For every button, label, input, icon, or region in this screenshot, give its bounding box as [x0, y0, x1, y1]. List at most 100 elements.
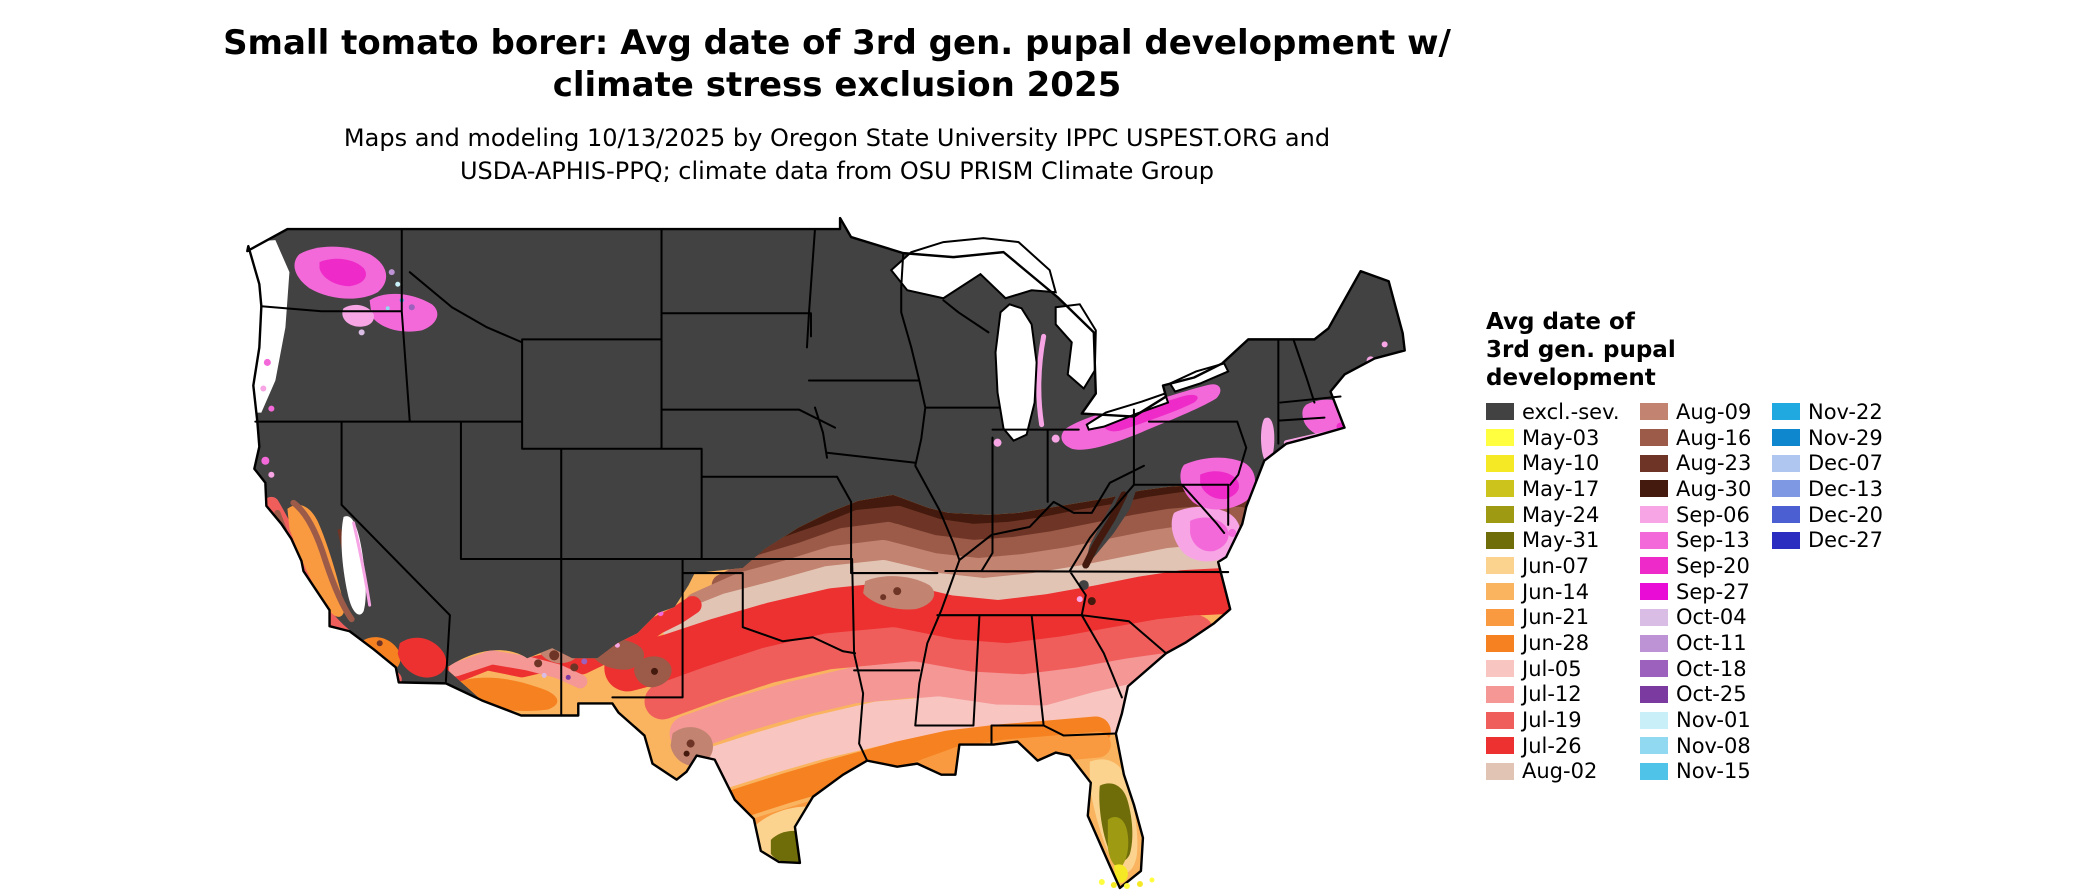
legend-label: excl.-sev. [1522, 399, 1620, 424]
legend-label: Jul-12 [1522, 682, 1582, 707]
legend-item: excl.-sev. [1486, 399, 1620, 425]
legend-label: Aug-02 [1522, 759, 1598, 784]
wa-oct-speck [388, 269, 395, 276]
legend-swatch [1772, 531, 1800, 549]
legend-swatch [1640, 685, 1668, 703]
legend-item: Dec-27 [1772, 527, 1883, 553]
wa-oct-speck [358, 329, 365, 336]
map-subtitle: Maps and modeling 10/13/2025 by Oregon S… [0, 122, 1674, 188]
legend-item: Oct-04 [1640, 605, 1751, 631]
map-title: Small tomato borer: Avg date of 3rd gen.… [0, 22, 1674, 106]
legend-swatch [1640, 583, 1668, 601]
nm-aug23-speck [570, 663, 579, 672]
or-sep-speck [268, 405, 275, 412]
sw-oct-speck [541, 672, 547, 678]
legend-label: Aug-16 [1676, 425, 1752, 450]
sierra-nodata [341, 516, 366, 615]
ca-valley-jun21-blob [287, 504, 345, 617]
great-lakes [889, 237, 1230, 442]
legend-item: Dec-20 [1772, 502, 1883, 528]
legend-swatch [1486, 429, 1514, 447]
nca-sep-speck [258, 485, 265, 492]
legend-label: May-10 [1522, 451, 1600, 476]
legend-swatch [1486, 403, 1514, 421]
legend-item: May-10 [1486, 450, 1620, 476]
legend-item: Dec-13 [1772, 476, 1883, 502]
band-jul-12 [669, 652, 1191, 752]
legend-title: Avg date of 3rd gen. pupal development [1486, 308, 1676, 392]
legend-swatch [1640, 480, 1668, 498]
nca-sep-speck [261, 456, 270, 465]
legend-label: Nov-15 [1676, 759, 1751, 784]
sw-oct-speck [581, 658, 588, 665]
legend-swatch [1640, 531, 1668, 549]
maine-sep-speck [1381, 341, 1388, 348]
legend-label: Nov-08 [1676, 733, 1751, 758]
socal-aug23-speck [376, 640, 383, 647]
sw-oct-speck [565, 674, 571, 680]
legend-swatch [1772, 429, 1800, 447]
legend-swatch [1486, 531, 1514, 549]
legend-swatch [1640, 660, 1668, 678]
legend-label: Sep-27 [1676, 579, 1750, 604]
legend-swatch [1640, 762, 1668, 780]
band-aug-02 [662, 543, 1228, 644]
legend-item: Nov-08 [1640, 733, 1751, 759]
legend-label: Sep-06 [1676, 502, 1750, 527]
legend-item: Jun-28 [1486, 630, 1620, 656]
wtx-aug30-speck [683, 750, 690, 757]
wtx-aug23-speck [686, 739, 695, 748]
legend-item: Nov-29 [1772, 425, 1883, 451]
appalachian-aug30-fringe [1082, 491, 1128, 569]
us-outline [246, 216, 1406, 890]
legend-swatch [1486, 762, 1514, 780]
us-map [246, 216, 1406, 890]
fl-may24-blob [1107, 817, 1129, 867]
legend-label: Jun-28 [1522, 631, 1590, 656]
band-jul-26 [604, 568, 1246, 692]
legend-swatch [1640, 429, 1668, 447]
legend-item: May-31 [1486, 527, 1620, 553]
keys-speck [1110, 881, 1117, 888]
sierra-sep06-fringe [352, 521, 372, 607]
legend-swatch [1772, 403, 1800, 421]
ca-foothill-aug16-ring [290, 499, 355, 623]
lake-superior [889, 237, 1058, 300]
legend-swatch [1640, 737, 1668, 755]
legend-item: Aug-23 [1640, 450, 1751, 476]
legend-label: Nov-01 [1676, 708, 1751, 733]
socal-aug16-speck [366, 654, 373, 661]
legend-label: May-31 [1522, 528, 1600, 553]
state-borders [254, 228, 1342, 762]
legend-swatch [1486, 583, 1514, 601]
legend-item: Nov-15 [1640, 759, 1751, 785]
legend-item: Nov-01 [1640, 707, 1751, 733]
nm-aug23-speck [534, 659, 543, 668]
legend-swatch [1486, 711, 1514, 729]
legend-swatch [1640, 608, 1668, 626]
legend-swatch [1486, 660, 1514, 678]
lake-erie [1085, 392, 1170, 431]
nm-aug30-speck [650, 667, 659, 675]
keys-speck [1136, 880, 1143, 887]
legend-label: Oct-11 [1676, 631, 1747, 656]
legend-item: Jul-05 [1486, 656, 1620, 682]
legend-swatch [1640, 634, 1668, 652]
legend-item: Sep-27 [1640, 579, 1751, 605]
legend-swatch [1486, 454, 1514, 472]
legend-swatch [1640, 454, 1668, 472]
smi-sep06-speck [1051, 434, 1060, 443]
legend-column: excl.-sev. May-03 May-10 May-17 May-24 May-31… [1486, 399, 1620, 784]
legend-label: Dec-13 [1808, 476, 1883, 501]
legend-item: Sep-13 [1640, 527, 1751, 553]
legend-swatch [1486, 634, 1514, 652]
legend-item: Dec-07 [1772, 450, 1883, 476]
legend-item: Jul-19 [1486, 707, 1620, 733]
legend-item: Jun-07 [1486, 553, 1620, 579]
legend-item: Aug-02 [1486, 759, 1620, 785]
ozark-aug23-speck [880, 594, 887, 601]
legend-swatch [1486, 506, 1514, 524]
delmarva-sep13-speck [1228, 528, 1237, 537]
band-jul-19 [644, 615, 1215, 720]
legend-label: Jul-19 [1522, 708, 1582, 733]
